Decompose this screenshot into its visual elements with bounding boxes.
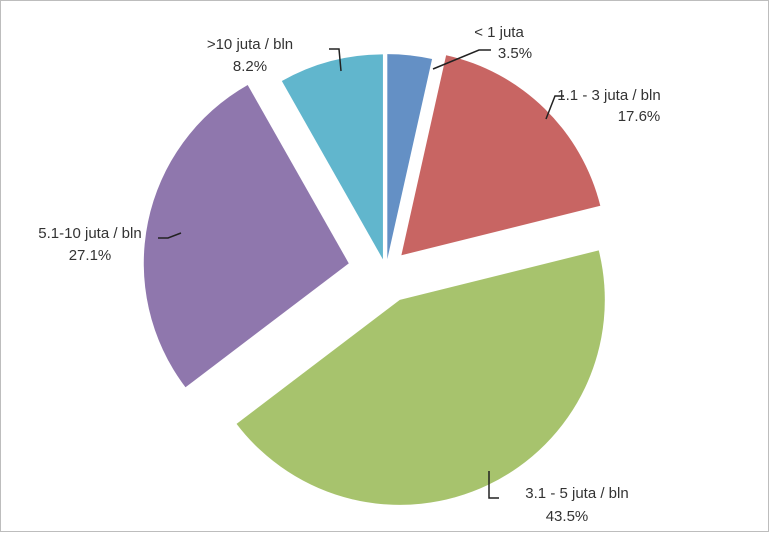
slice-category-label-3: 5.1-10 juta / bln [38, 225, 141, 242]
slice-category-label-1: 1.1 - 3 juta / bln [557, 87, 660, 104]
pie-slice-1 [401, 55, 601, 256]
leader-line-4 [329, 48, 342, 72]
leader-line-3 [158, 232, 182, 239]
slice-percent-label-0: 3.5% [498, 45, 532, 62]
slice-category-label-2: 3.1 - 5 juta / bln [525, 485, 628, 502]
labels-layer: < 1 juta 3.5% 1.1 - 3 juta / bln 17.6% 3.1 -… [38, 24, 660, 525]
slice-category-label-4: >10 juta / bln [207, 36, 293, 53]
pie-slice-0 [387, 54, 433, 260]
leader-line-0 [432, 49, 491, 70]
leader-line-1 [545, 95, 564, 120]
pie-slice-2 [236, 250, 605, 505]
slice-percent-label-1: 17.6% [618, 108, 661, 125]
slice-percent-label-2: 43.5% [546, 508, 589, 525]
slices-layer [143, 54, 605, 505]
slice-percent-label-3: 27.1% [69, 247, 112, 264]
pie-slice-3 [143, 85, 349, 388]
leader-lines-layer [158, 48, 564, 499]
leader-line-2 [488, 471, 499, 499]
pie-slice-4 [281, 54, 383, 260]
slice-percent-label-4: 8.2% [233, 58, 267, 75]
slice-category-label-0: < 1 juta [474, 24, 524, 41]
